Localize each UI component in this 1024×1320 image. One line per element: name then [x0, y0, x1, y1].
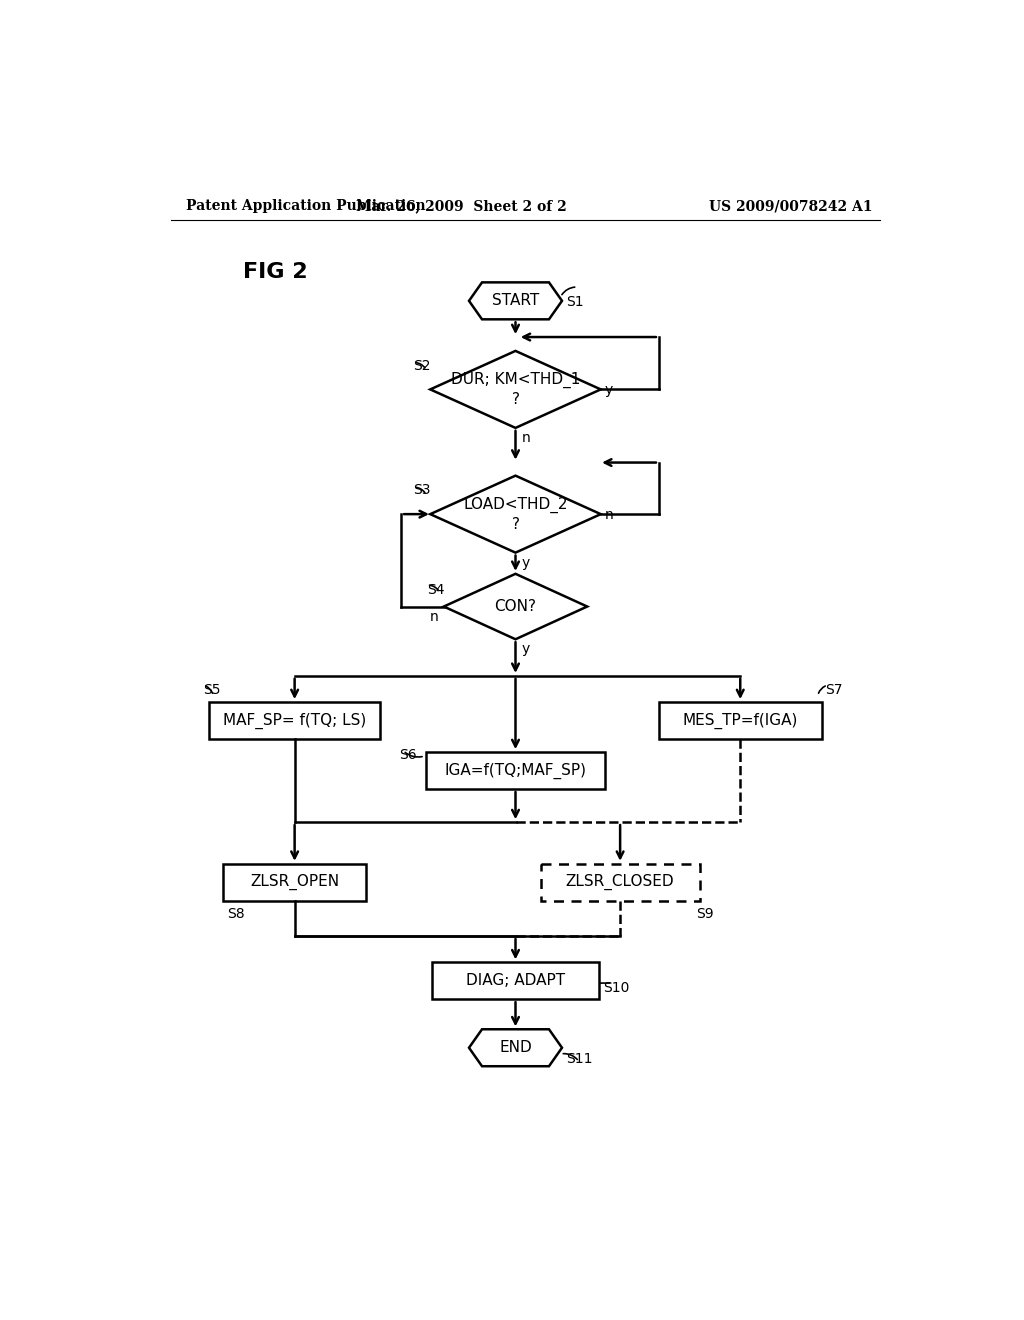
Text: n: n: [604, 508, 613, 521]
Text: FIG 2: FIG 2: [243, 263, 307, 282]
Text: CON?: CON?: [495, 599, 537, 614]
Text: DUR; KM<THD_1
?: DUR; KM<THD_1 ?: [451, 372, 581, 407]
Text: n: n: [430, 610, 438, 624]
Text: S10: S10: [603, 981, 629, 995]
Polygon shape: [443, 574, 587, 639]
Text: ZLSR_OPEN: ZLSR_OPEN: [250, 874, 339, 890]
Bar: [432, 962, 599, 999]
Polygon shape: [430, 351, 601, 428]
Text: S4: S4: [427, 583, 444, 598]
Text: Mar. 26, 2009  Sheet 2 of 2: Mar. 26, 2009 Sheet 2 of 2: [356, 199, 566, 213]
Text: S2: S2: [414, 359, 431, 372]
Polygon shape: [430, 475, 601, 553]
Text: S9: S9: [695, 907, 714, 921]
Text: S1: S1: [566, 294, 584, 309]
Text: US 2009/0078242 A1: US 2009/0078242 A1: [710, 199, 872, 213]
Text: ZLSR_CLOSED: ZLSR_CLOSED: [566, 874, 675, 890]
Bar: [541, 863, 699, 900]
Bar: [658, 702, 821, 739]
Text: S8: S8: [226, 907, 245, 921]
Text: S5: S5: [203, 682, 221, 697]
Polygon shape: [469, 282, 562, 319]
Text: y: y: [521, 556, 530, 570]
Text: n: n: [521, 430, 530, 445]
Polygon shape: [469, 1030, 562, 1067]
Text: S6: S6: [399, 748, 417, 762]
Text: y: y: [604, 383, 613, 397]
Text: IGA=f(TQ;MAF_SP): IGA=f(TQ;MAF_SP): [444, 763, 587, 779]
Text: Patent Application Publication: Patent Application Publication: [186, 199, 426, 213]
Text: LOAD<THD_2
?: LOAD<THD_2 ?: [463, 496, 567, 532]
Text: S3: S3: [414, 483, 431, 498]
Text: S7: S7: [825, 682, 843, 697]
Text: S11: S11: [566, 1052, 592, 1065]
Text: y: y: [521, 643, 530, 656]
Bar: [426, 752, 604, 789]
Text: START: START: [492, 293, 539, 309]
Text: END: END: [499, 1040, 531, 1055]
Text: DIAG; ADAPT: DIAG; ADAPT: [466, 973, 565, 989]
Text: MES_TP=f(IGA): MES_TP=f(IGA): [683, 713, 798, 729]
Text: MAF_SP= f(TQ; LS): MAF_SP= f(TQ; LS): [223, 713, 367, 729]
Bar: [209, 702, 380, 739]
Bar: [223, 863, 367, 900]
